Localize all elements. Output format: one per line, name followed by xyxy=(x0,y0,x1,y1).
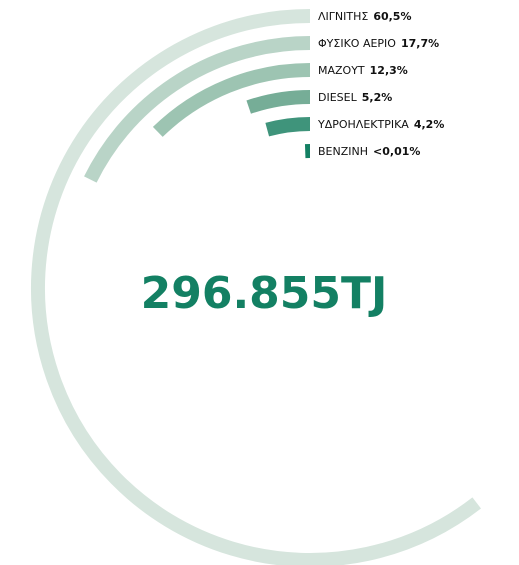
arc-bar xyxy=(31,9,481,565)
value-label: 17,7% xyxy=(401,37,439,50)
value-label: 4,2% xyxy=(414,118,445,131)
legend-entry: ΒΕΝΖΙΝΗ <0,01% xyxy=(318,145,420,158)
arc-bar xyxy=(152,63,311,137)
category-label: ΥΔΡΟΗΛΕΚΤΡΙΚΑ xyxy=(317,118,409,131)
category-label: DIESEL xyxy=(318,91,358,104)
category-label: ΛΙΓΝΙΤΗΣ xyxy=(318,10,368,23)
arc-bar xyxy=(246,90,311,114)
value-label: <0,01% xyxy=(373,145,420,158)
value-label: 60,5% xyxy=(373,10,411,23)
category-label: ΦΥΣΙΚΟ ΑΕΡΙΟ xyxy=(318,37,396,50)
legend-entry: ΜΑΖΟΥΤ 12,3% xyxy=(318,64,408,77)
value-label: 12,3% xyxy=(370,64,408,77)
category-label: ΒΕΝΖΙΝΗ xyxy=(318,145,368,158)
legend-entry: ΥΔΡΟΗΛΕΚΤΡΙΚΑ 4,2% xyxy=(317,118,444,131)
legend-entry: DIESEL 5,2% xyxy=(318,91,392,104)
legend-entry: ΛΙΓΝΙΤΗΣ 60,5% xyxy=(318,10,411,23)
arc-bar xyxy=(84,36,311,183)
legend-entry: ΦΥΣΙΚΟ ΑΕΡΙΟ 17,7% xyxy=(318,37,439,50)
value-label: 5,2% xyxy=(362,91,393,104)
arc-bar xyxy=(265,117,311,137)
category-label: ΜΑΖΟΥΤ xyxy=(318,64,365,77)
total: 296.855TJ xyxy=(141,268,388,319)
